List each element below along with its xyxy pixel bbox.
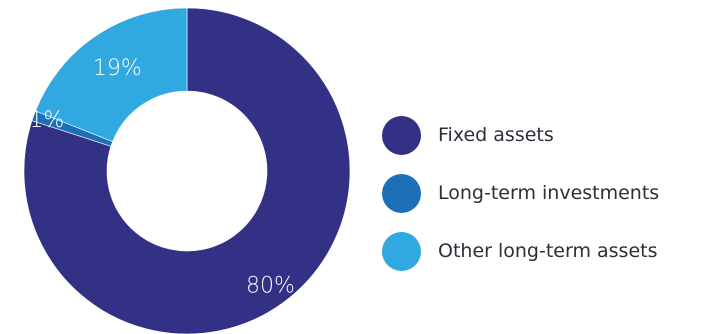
slice-fixed-assets <box>23 7 351 334</box>
legend-item-other-long-term-assets: Other long-term assets <box>382 222 659 280</box>
legend-swatch-long-term-investments <box>382 173 421 213</box>
slice-other-long-term-assets <box>35 7 188 142</box>
legend-item-fixed-assets: Fixed assets <box>382 106 659 164</box>
slice-label-fixed-assets: 80% <box>246 273 295 298</box>
legend-label-long-term-investments: Long-term investments <box>438 182 660 204</box>
slice-label-other-long-term-assets: 19% <box>93 56 142 81</box>
donut-slice-labels: 80% 1% 19% <box>29 56 295 298</box>
legend-label-other-long-term-assets: Other long-term assets <box>438 240 658 262</box>
chart-legend: Fixed assets Long-term investments Other… <box>382 106 659 280</box>
legend-swatch-fixed-assets <box>382 115 421 155</box>
slice-label-long-term-investments: 1% <box>29 108 64 133</box>
legend-swatch-other-long-term-assets <box>382 231 421 271</box>
legend-label-fixed-assets: Fixed assets <box>438 124 554 146</box>
donut-slices <box>23 7 351 334</box>
legend-item-long-term-investments: Long-term investments <box>382 164 659 222</box>
